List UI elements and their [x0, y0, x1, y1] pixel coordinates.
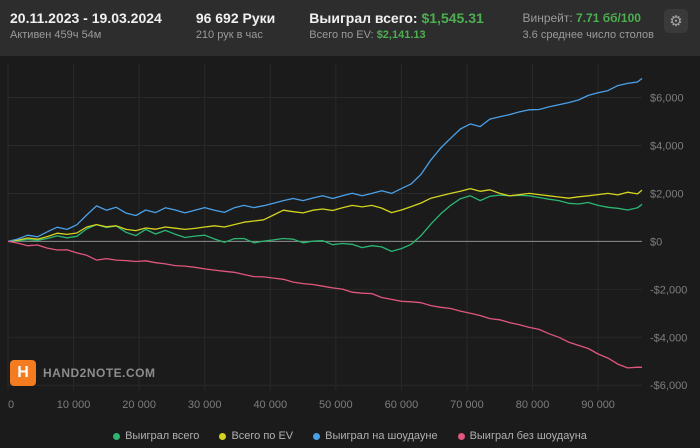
svg-text:30 000: 30 000 [188, 399, 222, 411]
svg-text:-$2,000: -$2,000 [650, 284, 687, 296]
svg-text:90 000: 90 000 [581, 399, 615, 411]
hand2note-logo-icon: H [10, 360, 36, 386]
svg-text:70 000: 70 000 [450, 399, 484, 411]
svg-text:60 000: 60 000 [385, 399, 419, 411]
legend-label: Выиграл без шоудауна [469, 430, 587, 442]
legend-dot-icon [457, 432, 465, 440]
won-total-label: Выиграл всего: [309, 10, 418, 26]
legend-dot-icon [113, 432, 121, 440]
series-line [7, 187, 643, 243]
svg-text:40 000: 40 000 [253, 399, 287, 411]
date-range: 20.11.2023 - 19.03.2024 [10, 10, 162, 26]
ev-total-value: $2,141.13 [376, 29, 426, 41]
svg-text:-$6,000: -$6,000 [650, 380, 687, 392]
series-line [7, 240, 643, 369]
gear-icon: ⚙ [669, 13, 683, 30]
legend-item-1[interactable]: Всего по EV [219, 430, 293, 442]
winnings-block: Выиграл всего: $1,545.31 Всего по EV: $2… [309, 9, 484, 43]
svg-text:0: 0 [8, 399, 14, 411]
legend-label: Всего по EV [231, 430, 294, 442]
date-range-block: 20.11.2023 - 19.03.2024 Активен 459ч 54м [10, 9, 162, 43]
winnings-graph: 0 10 000 20 000 30 000 40 000 50 000 60 000 70 … [0, 56, 700, 448]
legend-label: Выиграл на шоудауне [325, 430, 438, 442]
svg-text:$4,000: $4,000 [650, 141, 684, 153]
legend-dot-icon [313, 432, 321, 440]
hand2note-logo-text: HAND2NOTE.COM [43, 366, 156, 380]
hands-block: 96 692 Руки 210 рук в час [196, 9, 275, 43]
winrate-value: 7.71 бб/100 [576, 11, 641, 25]
active-time: Активен 459ч 54м [10, 29, 102, 41]
svg-text:-$4,000: -$4,000 [650, 332, 687, 344]
svg-text:50 000: 50 000 [319, 399, 353, 411]
settings-button[interactable]: ⚙ [664, 9, 688, 33]
ev-total-label: Всего по EV: [309, 29, 374, 41]
hands-total: 96 692 Руки [195, 10, 276, 26]
svg-text:$0: $0 [650, 236, 662, 248]
legend-item-0[interactable]: Выиграл всего [113, 430, 199, 442]
svg-text:$6,000: $6,000 [650, 93, 684, 105]
series-line [7, 77, 643, 243]
won-total-value: $1,545.31 [421, 10, 484, 26]
svg-text:10 000: 10 000 [57, 399, 91, 411]
hands-per-hour: 210 рук в час [195, 29, 263, 41]
legend-item-2[interactable]: Выиграл на шоудауне [313, 430, 438, 442]
svg-text:$2,000: $2,000 [650, 188, 684, 200]
winrate-label: Винрейт: [522, 11, 573, 25]
hand2note-logo: H HAND2NOTE.COM [10, 360, 156, 386]
avg-tables: 3.6 среднее число столов [522, 29, 654, 41]
winrate-block: Винрейт: 7.71 бб/100 3.6 среднее число с… [522, 9, 654, 43]
stats-header: 20.11.2023 - 19.03.2024 Активен 459ч 54м… [0, 0, 700, 56]
winnings-chart-canvas: 0 10 000 20 000 30 000 40 000 50 000 60 000 70 … [7, 64, 687, 411]
legend-item-3[interactable]: Выиграл без шоудауна [457, 430, 587, 442]
svg-text:20 000: 20 000 [122, 399, 156, 411]
chart-legend: Выиграл всего Всего по EV Выиграл на шоуда… [0, 430, 700, 442]
series-line [7, 194, 643, 253]
svg-text:80 000: 80 000 [516, 399, 550, 411]
legend-dot-icon [219, 432, 227, 440]
legend-label: Выиграл всего [125, 430, 200, 442]
